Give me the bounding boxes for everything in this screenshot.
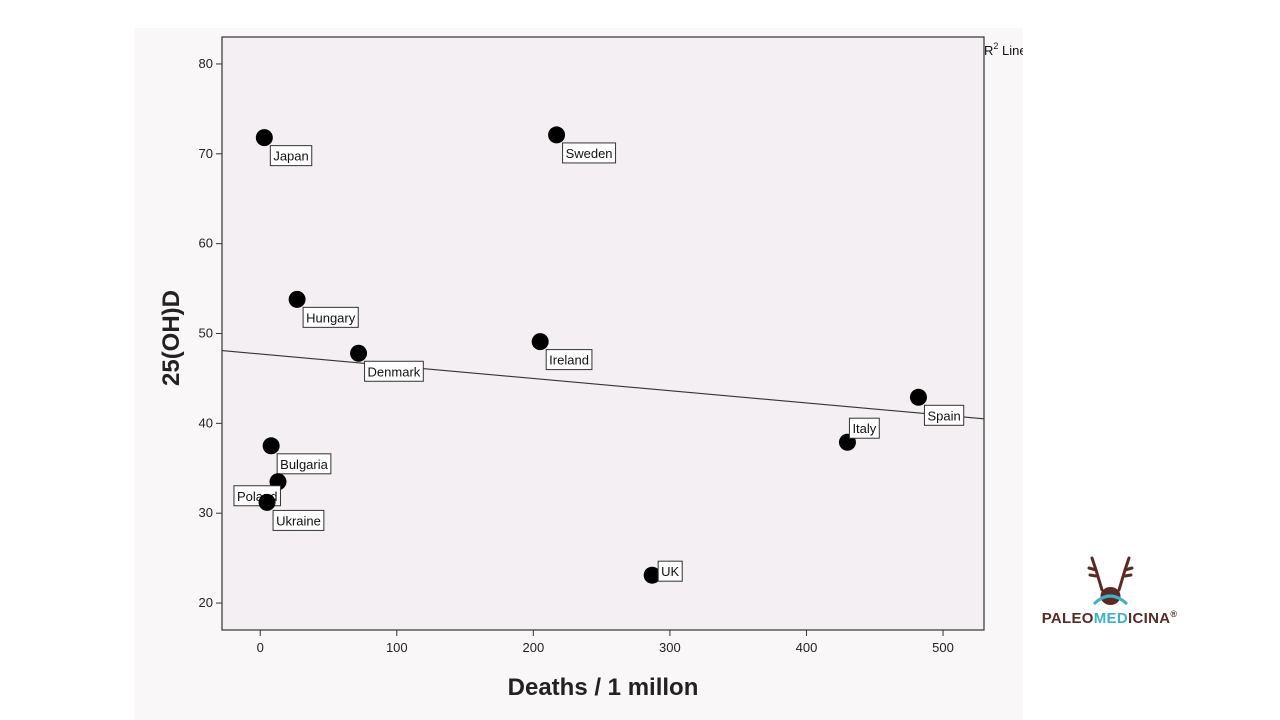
data-point [350, 344, 368, 362]
data-point [258, 493, 276, 511]
point-label: Italy [852, 421, 876, 436]
point-label-box [302, 306, 359, 328]
y-tick-label: 40 [199, 415, 213, 430]
data-points: Japan Sweden Hungary Denmark Ireland Spain Ita… [233, 126, 965, 584]
point-label-box [272, 509, 325, 531]
y-tick-label: 50 [199, 326, 213, 341]
data-point [531, 333, 549, 351]
y-tick-label: 70 [199, 146, 213, 161]
scatter-chart: 20 30 40 50 60 70 80 0 100 200 300 400 500 Japan Swe… [158, 36, 1023, 701]
fit-line [221, 350, 985, 420]
point-label: Ukraine [276, 513, 321, 528]
point-label-box [276, 453, 332, 475]
point-label: Japan [273, 149, 308, 164]
point-label-box [923, 404, 965, 426]
data-point [255, 129, 273, 147]
point-label: Sweden [566, 146, 613, 161]
y-axis-title: 25(OH)D [158, 290, 185, 386]
point-label-box [562, 142, 617, 164]
y-tick-label: 80 [199, 56, 213, 71]
point-label-box [364, 360, 424, 382]
x-tick-label: 400 [796, 640, 818, 655]
point-label: UK [661, 564, 679, 579]
plot-area [221, 36, 985, 631]
point-label: Ireland [549, 353, 589, 368]
point-label-box [657, 560, 683, 582]
x-tick-label: 200 [523, 640, 545, 655]
point-label: Spain [927, 408, 960, 423]
x-axis: 0 100 200 300 400 500 [257, 630, 954, 655]
x-tick-label: 100 [386, 640, 408, 655]
y-tick-label: 60 [199, 236, 213, 251]
deer-antler-icon [1087, 556, 1134, 606]
data-point [909, 388, 927, 406]
paleomedicina-logo: PALEOMEDICINA® [1022, 550, 1197, 635]
logo-text: PALEOMEDICINA® [1041, 609, 1178, 627]
data-point [262, 437, 280, 455]
point-label-box [269, 145, 313, 167]
x-axis-title: Deaths / 1 millon [508, 674, 699, 701]
x-tick-label: 500 [932, 640, 954, 655]
data-point [288, 290, 306, 308]
y-tick-label: 30 [199, 505, 213, 520]
point-label: Hungary [306, 310, 356, 325]
point-label: Denmark [368, 364, 421, 379]
x-tick-label: 300 [659, 640, 681, 655]
point-label: Bulgaria [280, 457, 328, 472]
y-tick-label: 20 [199, 595, 213, 610]
data-point [548, 126, 566, 144]
y-axis: 20 30 40 50 60 70 80 [199, 56, 222, 610]
data-point [643, 566, 661, 584]
x-tick-label: 0 [257, 640, 264, 655]
r2-annotation: R2 Linear = 0,024 [984, 41, 1023, 58]
point-label-box [848, 417, 880, 439]
chart-frame: 20 30 40 50 60 70 80 0 100 200 300 400 500 Japan Swe… [135, 28, 1023, 720]
point-label-box [545, 349, 593, 371]
